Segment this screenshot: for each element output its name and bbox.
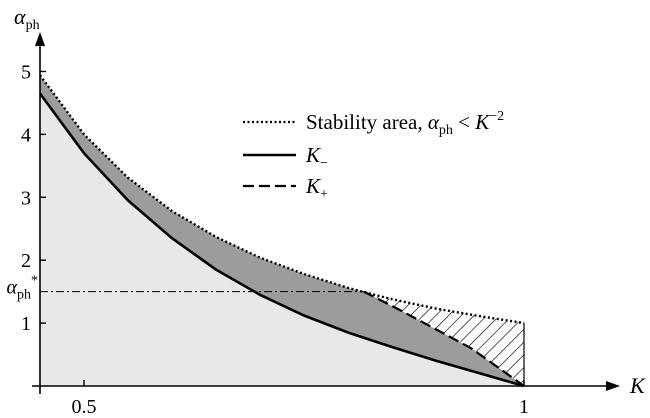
threshold-label-symbol: α: [7, 277, 18, 299]
legend-kplus-sub: +: [320, 187, 328, 202]
region-below-kminus: [40, 93, 524, 386]
region-between-curves: [40, 75, 524, 386]
ticks: 1 2 3 4 5 0.5 1: [21, 61, 529, 418]
x-axis-label: K: [629, 373, 646, 398]
y-tick-label: 4: [21, 124, 31, 146]
y-axis-label: αph: [14, 4, 40, 33]
axes: [32, 32, 620, 394]
y-tick-label: 5: [21, 61, 31, 83]
legend: Stability area, αph < K−2 K− K+: [243, 109, 504, 202]
regions: [40, 75, 525, 386]
threshold-label-sup: *: [31, 274, 38, 289]
y-tick-label: 2: [21, 250, 31, 272]
y-axis-label-symbol: α: [14, 4, 26, 29]
legend-stability-sup: −2: [489, 109, 504, 124]
legend-stability-op: <: [453, 110, 475, 134]
threshold-label-sub: ph: [17, 288, 31, 303]
legend-label-kplus: K+: [305, 174, 328, 202]
series-lines: [38, 74, 525, 388]
y-axis-label-sub: ph: [26, 18, 40, 33]
x-tick-label: 0.5: [72, 396, 97, 418]
legend-stability-text: Stability area,: [306, 110, 428, 134]
legend-label-kminus: K−: [305, 143, 328, 171]
y-tick-label: 1: [21, 313, 31, 335]
legend-kminus-sub: −: [320, 156, 328, 171]
threshold-label: αph*: [7, 274, 39, 303]
x-axis-arrow-icon: [606, 381, 620, 391]
legend-stability-symbol: α: [428, 110, 440, 134]
series-kminus-line: [38, 92, 525, 388]
y-axis-arrow-icon: [35, 32, 45, 46]
legend-stability-sub: ph: [439, 123, 453, 138]
legend-label-stability: Stability area, αph < K−2: [306, 109, 504, 138]
legend-kminus-base: K: [305, 143, 321, 167]
x-tick-label: 1: [519, 396, 529, 418]
y-tick-label: 3: [21, 187, 31, 209]
series-kplus-line: [363, 290, 525, 387]
legend-kplus-base: K: [305, 174, 321, 198]
legend-stability-base: K: [474, 110, 490, 134]
